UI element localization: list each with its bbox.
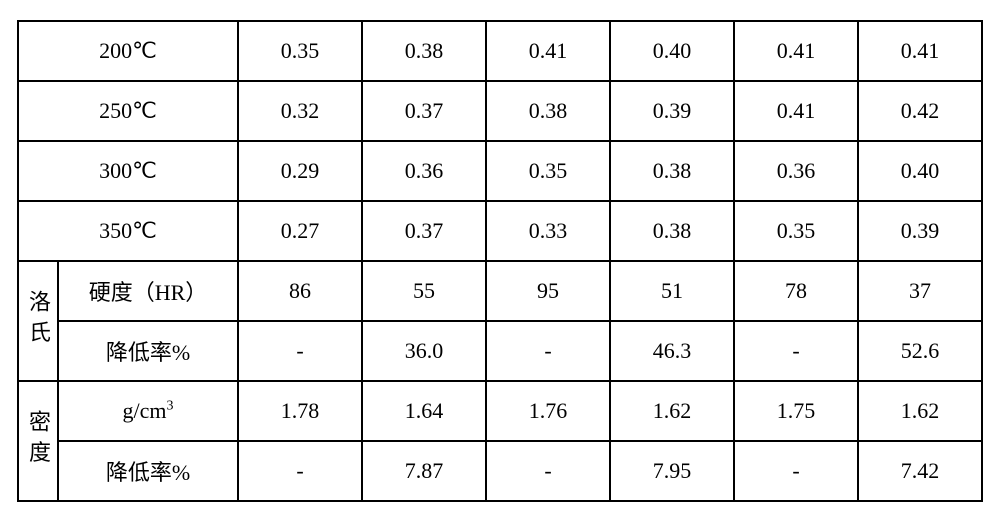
cell: 86 [238, 261, 362, 321]
row-label: 降低率% [58, 441, 238, 501]
table-row: 300℃ 0.29 0.36 0.35 0.38 0.36 0.40 [18, 141, 982, 201]
cell: 0.40 [610, 21, 734, 81]
cell: 0.41 [858, 21, 982, 81]
cell: 0.42 [858, 81, 982, 141]
cell: - [486, 441, 610, 501]
cell: 1.78 [238, 381, 362, 441]
cell: - [238, 441, 362, 501]
group-label-luoshi: 洛氏 [18, 261, 58, 381]
data-table: 200℃ 0.35 0.38 0.41 0.40 0.41 0.41 250℃ … [17, 20, 983, 502]
cell: 51 [610, 261, 734, 321]
cell: - [734, 321, 858, 381]
cell: 78 [734, 261, 858, 321]
cell: 0.40 [858, 141, 982, 201]
cell: 37 [858, 261, 982, 321]
cell: 0.35 [486, 141, 610, 201]
cell: 52.6 [858, 321, 982, 381]
cell: 1.62 [610, 381, 734, 441]
cell: 55 [362, 261, 486, 321]
cell: 0.41 [734, 81, 858, 141]
table-row: 洛氏 硬度（HR） 86 55 95 51 78 37 [18, 261, 982, 321]
cell: 0.36 [362, 141, 486, 201]
cell: 0.38 [486, 81, 610, 141]
row-label: 300℃ [18, 141, 238, 201]
cell: 0.39 [858, 201, 982, 261]
cell: 7.95 [610, 441, 734, 501]
cell: 0.38 [610, 141, 734, 201]
row-label: 200℃ [18, 21, 238, 81]
cell: 0.29 [238, 141, 362, 201]
cell: 1.62 [858, 381, 982, 441]
cell: 0.37 [362, 201, 486, 261]
row-label: 250℃ [18, 81, 238, 141]
cell: 95 [486, 261, 610, 321]
cell: 1.75 [734, 381, 858, 441]
row-label: 350℃ [18, 201, 238, 261]
cell: 0.41 [734, 21, 858, 81]
cell: 0.36 [734, 141, 858, 201]
cell: 0.41 [486, 21, 610, 81]
cell: 0.33 [486, 201, 610, 261]
cell: - [486, 321, 610, 381]
cell: 36.0 [362, 321, 486, 381]
row-label-gcm3: g/cm3 [58, 381, 238, 441]
cell: 0.35 [238, 21, 362, 81]
cell: 0.35 [734, 201, 858, 261]
cell: 1.76 [486, 381, 610, 441]
cell: 1.64 [362, 381, 486, 441]
row-label: 降低率% [58, 321, 238, 381]
group-label-midu: 密度 [18, 381, 58, 501]
table-row: 250℃ 0.32 0.37 0.38 0.39 0.41 0.42 [18, 81, 982, 141]
table-row: 350℃ 0.27 0.37 0.33 0.38 0.35 0.39 [18, 201, 982, 261]
table-row: 200℃ 0.35 0.38 0.41 0.40 0.41 0.41 [18, 21, 982, 81]
table-row: 密度 g/cm3 1.78 1.64 1.76 1.62 1.75 1.62 [18, 381, 982, 441]
row-label: 硬度（HR） [58, 261, 238, 321]
cell: 7.87 [362, 441, 486, 501]
cell: 0.39 [610, 81, 734, 141]
cell: 0.37 [362, 81, 486, 141]
cell: 46.3 [610, 321, 734, 381]
cell: 0.32 [238, 81, 362, 141]
cell: 0.38 [362, 21, 486, 81]
cell: 0.38 [610, 201, 734, 261]
cell: 7.42 [858, 441, 982, 501]
cell: 0.27 [238, 201, 362, 261]
table-row: 降低率% - 7.87 - 7.95 - 7.42 [18, 441, 982, 501]
table-row: 降低率% - 36.0 - 46.3 - 52.6 [18, 321, 982, 381]
cell: - [238, 321, 362, 381]
cell: - [734, 441, 858, 501]
